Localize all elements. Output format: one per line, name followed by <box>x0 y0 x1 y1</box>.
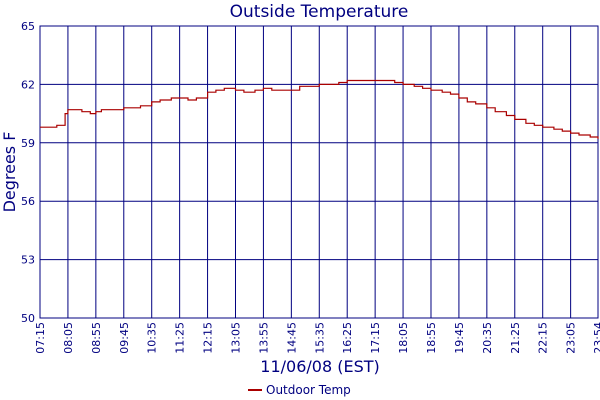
x-tick-label: 12:15 <box>202 322 215 354</box>
series-line-outdoor-temp <box>40 79 599 139</box>
x-tick-label: 18:05 <box>397 322 410 354</box>
legend-label: Outdoor Temp <box>266 383 351 397</box>
x-tick-label: 08:55 <box>90 322 103 354</box>
x-tick-label: 21:25 <box>509 322 522 354</box>
y-tick-labels: 50 53 56 59 62 65 <box>21 20 35 325</box>
chart-title: Outside Temperature <box>230 2 409 22</box>
x-tick-label: 14:45 <box>285 322 298 354</box>
y-tick-label: 65 <box>21 20 35 33</box>
y-tick-label: 50 <box>21 312 35 325</box>
x-tick-labels: 07:15 08:05 08:55 09:45 10:35 11:25 12:15 13:05… <box>34 322 600 354</box>
x-tick-label: 19:45 <box>453 322 466 354</box>
x-tick-label: 13:55 <box>257 322 270 354</box>
x-tick-label: 16:25 <box>341 322 354 354</box>
series-layer <box>40 79 599 139</box>
x-tick-label: 07:15 <box>34 322 47 354</box>
y-tick-label: 59 <box>21 137 35 150</box>
x-tick-label: 08:05 <box>62 322 75 354</box>
legend: Outdoor Temp <box>248 383 351 397</box>
y-tick-label: 53 <box>21 254 35 267</box>
grid <box>39 25 599 319</box>
x-tick-label: 23:05 <box>565 322 578 354</box>
x-tick-label: 11:25 <box>174 322 187 354</box>
x-tick-label: 17:15 <box>369 322 382 354</box>
x-tick-label: 23:54 <box>592 322 600 354</box>
x-tick-label: 10:35 <box>146 322 159 354</box>
x-tick-label: 22:15 <box>537 322 550 354</box>
y-tick-label: 62 <box>21 78 35 91</box>
x-tick-label: 09:45 <box>118 322 131 354</box>
y-tick-label: 56 <box>21 195 35 208</box>
x-tick-label: 18:55 <box>425 322 438 354</box>
x-tick-label: 15:35 <box>313 322 326 354</box>
x-tick-label: 20:35 <box>481 322 494 354</box>
y-axis-label: Degrees F <box>0 132 19 213</box>
x-axis-label: 11/06/08 (EST) <box>260 357 379 376</box>
x-tick-label: 13:05 <box>229 322 242 354</box>
